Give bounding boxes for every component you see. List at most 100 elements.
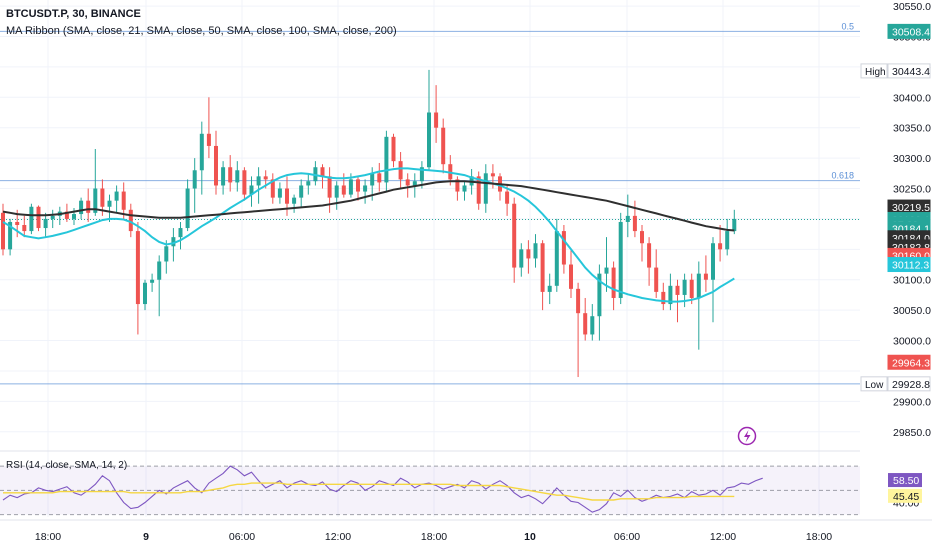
candle[interactable]	[164, 240, 169, 274]
candle[interactable]	[292, 194, 297, 213]
candle[interactable]	[703, 255, 708, 292]
price-axis-label[interactable]: 30508.4	[887, 23, 931, 39]
candle[interactable]	[221, 161, 226, 195]
candle[interactable]	[256, 167, 261, 204]
candle[interactable]	[114, 185, 119, 213]
candle[interactable]	[22, 215, 27, 238]
price-axis-label[interactable]: 29928.8 Low	[860, 376, 931, 392]
candle[interactable]	[455, 176, 460, 201]
candle[interactable]	[29, 203, 34, 235]
candle[interactable]	[135, 221, 140, 335]
candle[interactable]	[696, 261, 701, 350]
candle[interactable]	[398, 152, 403, 189]
price-axis-label[interactable]: 29964.3	[887, 354, 931, 370]
candle[interactable]	[57, 206, 62, 225]
candle[interactable]	[725, 218, 730, 256]
candle[interactable]	[618, 212, 623, 305]
candle[interactable]	[128, 203, 133, 238]
candle[interactable]	[341, 173, 346, 198]
price-axis[interactable]	[860, 0, 932, 550]
candle[interactable]	[185, 179, 190, 232]
candle[interactable]	[547, 273, 552, 305]
candle[interactable]	[249, 176, 254, 207]
candle[interactable]	[462, 181, 467, 201]
price-axis-label[interactable]: 30443.4 High	[860, 63, 931, 79]
candle[interactable]	[427, 69, 431, 171]
rsi-title[interactable]: RSI (14, close, SMA, 14, 2)	[6, 460, 128, 471]
candle[interactable]	[668, 273, 673, 311]
candle[interactable]	[483, 164, 488, 213]
candle[interactable]	[377, 162, 382, 192]
candle[interactable]	[476, 171, 481, 210]
candle[interactable]	[171, 228, 176, 262]
candle[interactable]	[661, 282, 666, 311]
candle[interactable]	[391, 133, 396, 168]
candle[interactable]	[363, 179, 368, 204]
candle[interactable]	[334, 181, 339, 210]
candle[interactable]	[434, 85, 439, 143]
indicator-title[interactable]: MA Ribbon (SMA, close, 21, SMA, close, 5…	[6, 25, 397, 37]
price-axis-label[interactable]: 30219.5	[887, 199, 931, 215]
candle[interactable]	[285, 176, 289, 216]
candle[interactable]	[79, 197, 84, 219]
candle[interactable]	[143, 279, 147, 311]
symbol-title[interactable]: BTCUSDT.P, 30, BINANCE	[6, 8, 141, 20]
candle[interactable]	[441, 118, 446, 174]
candle[interactable]	[625, 194, 630, 238]
candle[interactable]	[519, 243, 524, 277]
candle[interactable]	[718, 225, 723, 262]
candle[interactable]	[178, 221, 183, 250]
candle[interactable]	[8, 218, 13, 256]
candle[interactable]	[199, 121, 204, 195]
candle[interactable]	[50, 209, 55, 229]
rsi-value-label[interactable]: 45.45	[888, 488, 922, 503]
ma-line-fast[interactable]	[2, 167, 735, 303]
candle[interactable]	[512, 197, 517, 283]
candle[interactable]	[561, 225, 566, 274]
candle[interactable]	[611, 261, 616, 311]
candle[interactable]	[356, 176, 360, 201]
candle[interactable]	[93, 148, 98, 216]
candle[interactable]	[583, 297, 588, 341]
candle[interactable]	[711, 237, 715, 323]
candle[interactable]	[157, 255, 162, 317]
candle[interactable]	[327, 167, 332, 213]
candle[interactable]	[647, 237, 652, 286]
candle[interactable]	[192, 158, 197, 213]
candle[interactable]	[405, 173, 410, 198]
candle[interactable]	[214, 130, 218, 195]
price-axis-label[interactable]: 30112.3	[887, 257, 931, 273]
candle[interactable]	[569, 249, 573, 298]
candle[interactable]	[206, 97, 211, 159]
candle[interactable]	[654, 249, 659, 298]
candle[interactable]	[576, 282, 581, 378]
rsi-ma-line[interactable]	[3, 482, 735, 501]
candle[interactable]	[86, 188, 91, 222]
candle[interactable]	[632, 200, 637, 238]
candle[interactable]	[597, 264, 602, 341]
candle[interactable]	[121, 182, 126, 219]
candle[interactable]	[228, 155, 233, 192]
candle[interactable]	[640, 225, 644, 262]
flash-icon[interactable]	[737, 426, 757, 446]
candle[interactable]	[299, 179, 304, 207]
candle[interactable]	[505, 185, 510, 216]
candle[interactable]	[313, 161, 318, 186]
candle[interactable]	[306, 173, 311, 195]
candle[interactable]	[242, 167, 247, 201]
candle[interactable]	[36, 205, 41, 232]
candle[interactable]	[540, 240, 545, 311]
candle[interactable]	[270, 173, 275, 204]
candle[interactable]	[277, 182, 282, 204]
candle[interactable]	[604, 237, 609, 292]
ma-line-slow[interactable]	[2, 180, 735, 232]
rsi-value-label[interactable]: 58.50	[888, 473, 922, 488]
candle[interactable]	[235, 161, 240, 192]
candle[interactable]	[384, 130, 389, 192]
candle[interactable]	[533, 234, 538, 268]
candle[interactable]	[43, 212, 48, 238]
candle[interactable]	[526, 240, 531, 274]
candle[interactable]	[107, 194, 112, 222]
